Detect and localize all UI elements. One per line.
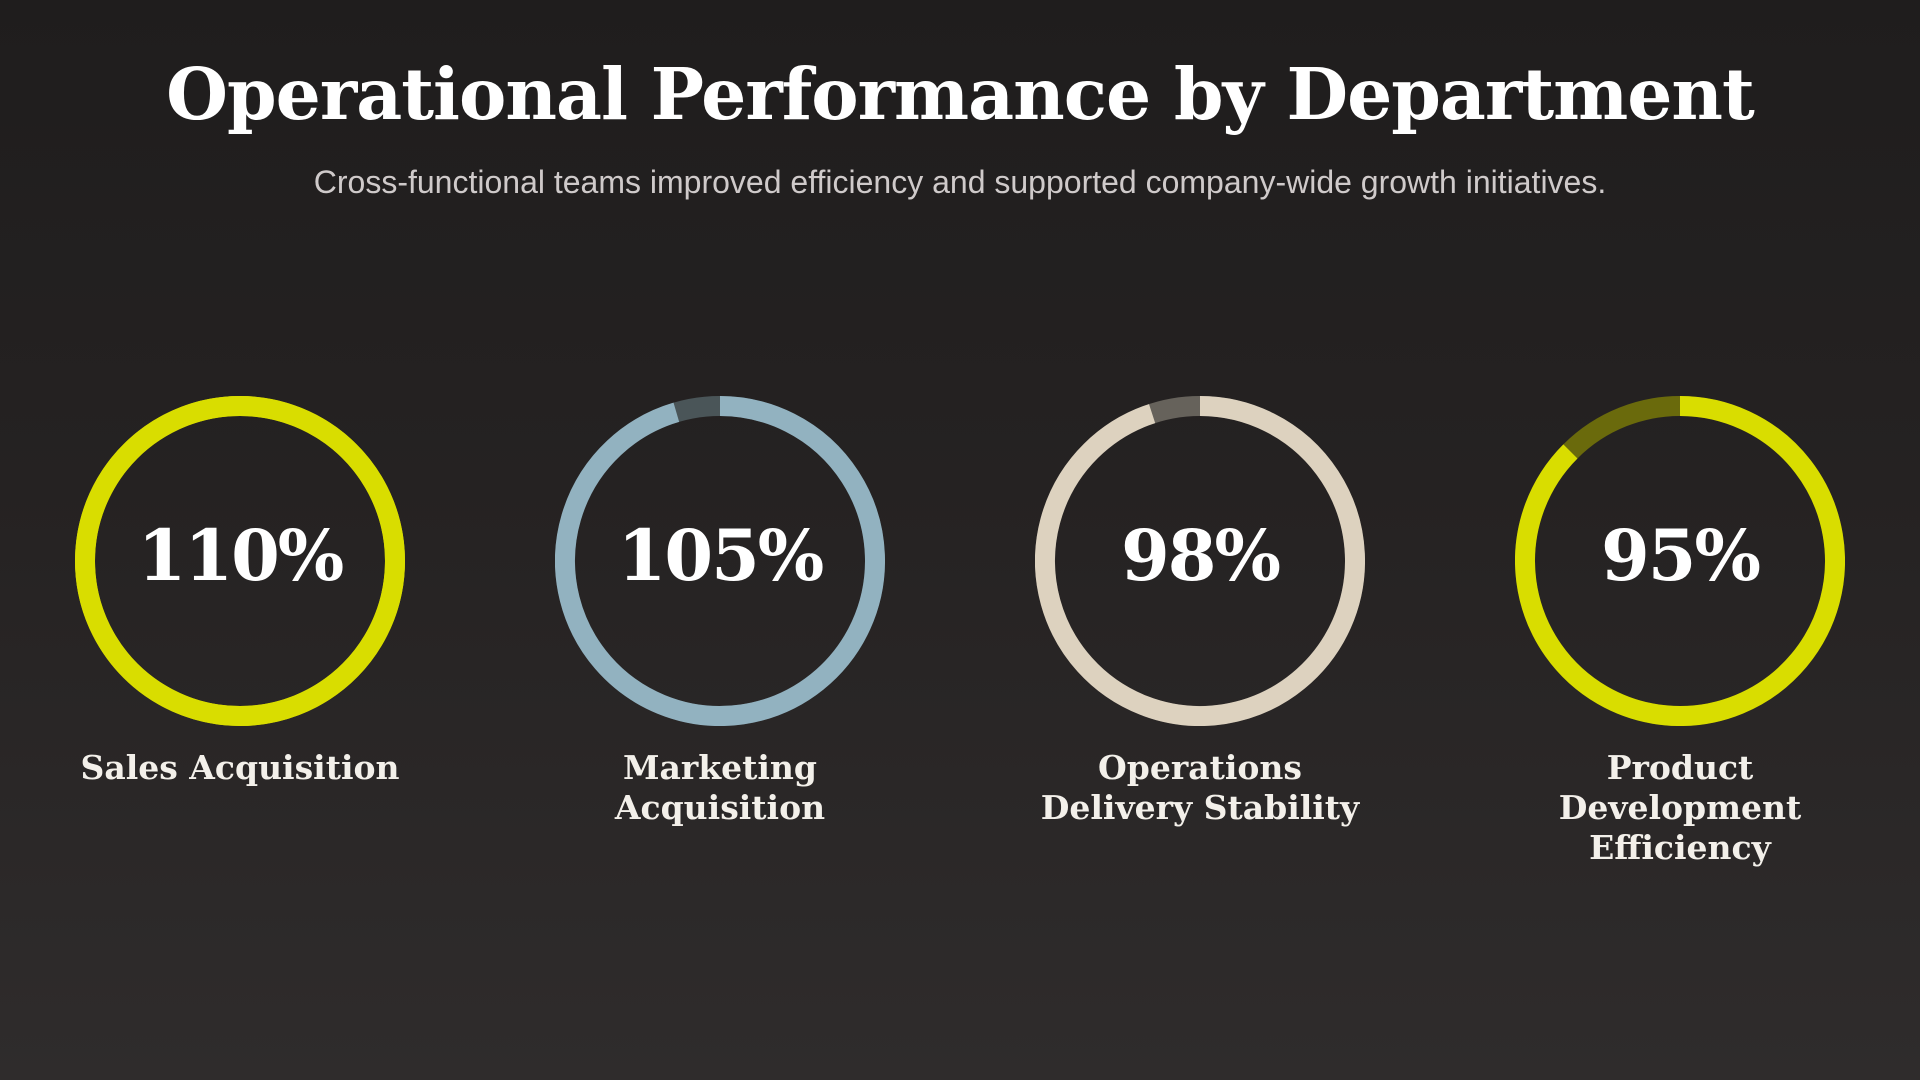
gauge-value: 105%: [617, 514, 825, 597]
gauge-ring-marketing-acquisition: [555, 396, 885, 726]
gauge-ring-sales-acquisition: [75, 396, 405, 726]
gauge-ring-product-development-efficiency: [1515, 396, 1845, 726]
gauge-arc: [555, 396, 885, 726]
gauge-marketing-acquisition: 105% Marketing Acquisition: [540, 396, 900, 876]
gauge-label: Sales Acquisition: [80, 748, 400, 787]
gauge-row: 110% Sales Acquisition 105% Marketing Ac…: [0, 396, 1920, 876]
gauge-sales-acquisition: 110% Sales Acquisition: [60, 396, 420, 876]
page-title: Operational Performance by Department: [166, 52, 1755, 136]
gauge-arc: [1035, 396, 1365, 726]
gauge-value: 95%: [1601, 514, 1761, 597]
gauge-product-development-efficiency: 95% Product Development Efficiency: [1500, 396, 1860, 876]
gauge-arc: [75, 396, 405, 726]
page-subtitle: Cross-functional teams improved efficien…: [313, 164, 1607, 200]
gauge-label: Operations Delivery Stability: [1040, 748, 1360, 827]
gauge-value: 110%: [137, 514, 345, 597]
gauge-value: 98%: [1121, 514, 1281, 597]
gauge-arc: [1515, 396, 1845, 726]
gauge-operations-delivery-stability: 98% Operations Delivery Stability: [1020, 396, 1380, 876]
gauge-ring-operations-delivery-stability: [1035, 396, 1365, 726]
gauge-label: Product Development Efficiency: [1558, 748, 1802, 867]
gauge-label: Marketing Acquisition: [614, 748, 826, 827]
